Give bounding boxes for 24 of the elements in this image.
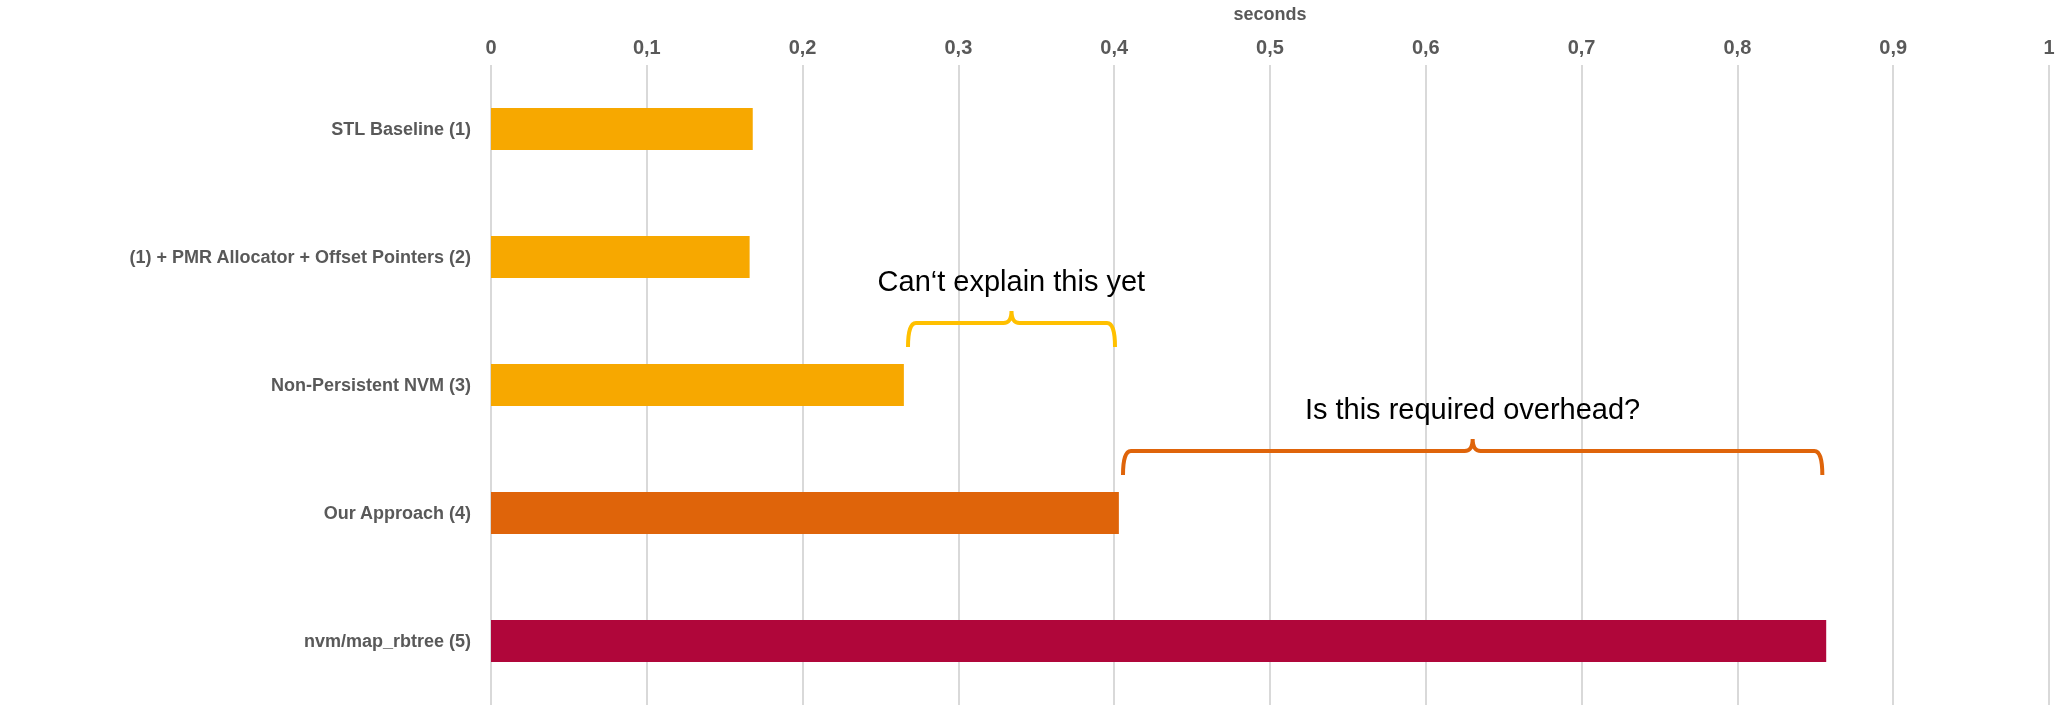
x-tick-label: 0,5	[1256, 36, 1284, 58]
x-tick-label: 0	[485, 36, 497, 58]
x-tick-label: 0,9	[1879, 36, 1908, 58]
y-tick-label: Non-Persistent NVM (3)	[270, 375, 471, 395]
annotation: Can‘t explain this yet	[877, 265, 1146, 298]
y-tick-label: (1) + PMR Allocator + Offset Pointers (2)	[129, 247, 471, 267]
bar	[491, 108, 753, 150]
x-tick-label: 0,4	[1100, 36, 1129, 58]
bar	[491, 492, 1119, 534]
bar	[491, 236, 750, 278]
x-tick-label: 0,8	[1723, 36, 1752, 58]
x-tick-label: 0,3	[944, 36, 973, 58]
bar	[491, 620, 1827, 662]
y-tick-label: nvm/map_rbtree (5)	[303, 631, 471, 651]
bar	[491, 364, 904, 406]
annotation: Is this required overhead?	[1304, 393, 1641, 426]
x-tick-label: 0,1	[632, 36, 661, 58]
x-tick-label: 0,2	[788, 36, 817, 58]
x-tick-label: 0,6	[1411, 36, 1440, 58]
y-tick-label: Our Approach (4)	[323, 503, 471, 523]
x-axis-title: seconds	[1233, 4, 1307, 24]
x-tick-label: 1	[2043, 36, 2055, 58]
y-tick-label: STL Baseline (1)	[331, 119, 471, 139]
x-tick-label: 0,7	[1567, 36, 1596, 58]
